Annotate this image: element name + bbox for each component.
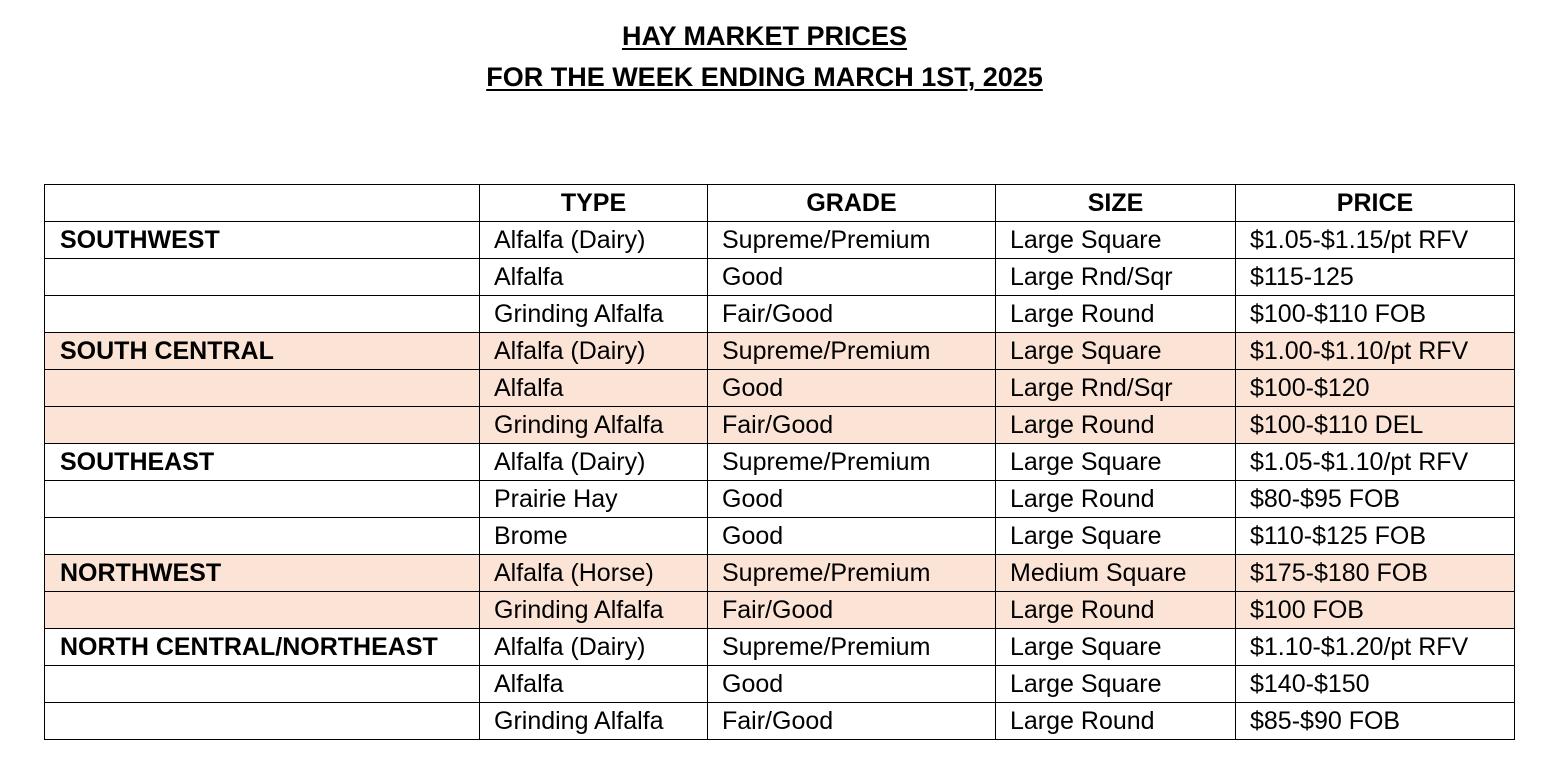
region-cell: SOUTHWEST [44, 221, 480, 259]
size-cell: Large Round [995, 702, 1236, 740]
grade-cell: Fair/Good [707, 406, 996, 444]
table-row: Grinding Alfalfa Fair/Good Large Round $100… [44, 591, 1515, 629]
region-cell: NORTH CENTRAL/NORTHEAST [44, 628, 480, 666]
document-title: HAY MARKET PRICES FOR THE WEEK ENDING MA… [0, 16, 1529, 98]
size-cell: Large Square [995, 628, 1236, 666]
size-cell: Large Square [995, 665, 1236, 703]
type-cell: Alfalfa [479, 369, 708, 407]
size-cell: Large Rnd/Sqr [995, 258, 1236, 296]
header-grade: GRADE [707, 184, 996, 222]
hay-price-table: TYPE GRADE SIZE PRICE SOUTHWEST Alfalfa (… [44, 184, 1515, 740]
header-price: PRICE [1235, 184, 1515, 222]
size-cell: Medium Square [995, 554, 1236, 592]
grade-cell: Supreme/Premium [707, 332, 996, 370]
size-cell: Large Square [995, 517, 1236, 555]
price-cell: $85-$90 FOB [1235, 702, 1515, 740]
region-cell [44, 258, 480, 296]
table-row: Grinding Alfalfa Fair/Good Large Round $100… [44, 406, 1515, 444]
price-cell: $110-$125 FOB [1235, 517, 1515, 555]
grade-cell: Good [707, 369, 996, 407]
price-cell: $80-$95 FOB [1235, 480, 1515, 518]
region-cell: NORTHWEST [44, 554, 480, 592]
grade-cell: Supreme/Premium [707, 221, 996, 259]
price-cell: $115-125 [1235, 258, 1515, 296]
size-cell: Large Round [995, 295, 1236, 333]
region-cell [44, 517, 480, 555]
title-line-2: FOR THE WEEK ENDING MARCH 1ST, 2025 [486, 62, 1043, 92]
grade-cell: Good [707, 258, 996, 296]
price-cell: $140-$150 [1235, 665, 1515, 703]
table-row: Grinding Alfalfa Fair/Good Large Round $100… [44, 295, 1515, 333]
grade-cell: Supreme/Premium [707, 554, 996, 592]
size-cell: Large Square [995, 221, 1236, 259]
table-row: Alfalfa Good Large Rnd/Sqr $115-125 [44, 258, 1515, 296]
table-row: Brome Good Large Square $110-$125 FOB [44, 517, 1515, 555]
type-cell: Alfalfa [479, 665, 708, 703]
price-cell: $1.05-$1.15/pt RFV [1235, 221, 1515, 259]
type-cell: Alfalfa (Horse) [479, 554, 708, 592]
region-cell: SOUTH CENTRAL [44, 332, 480, 370]
type-cell: Alfalfa (Dairy) [479, 221, 708, 259]
grade-cell: Fair/Good [707, 702, 996, 740]
grade-cell: Good [707, 665, 996, 703]
grade-cell: Good [707, 517, 996, 555]
region-cell [44, 369, 480, 407]
region-cell [44, 591, 480, 629]
type-cell: Grinding Alfalfa [479, 295, 708, 333]
size-cell: Large Rnd/Sqr [995, 369, 1236, 407]
size-cell: Large Round [995, 591, 1236, 629]
region-cell: SOUTHEAST [44, 443, 480, 481]
type-cell: Grinding Alfalfa [479, 702, 708, 740]
size-cell: Large Round [995, 406, 1236, 444]
type-cell: Alfalfa (Dairy) [479, 332, 708, 370]
table-row: Prairie Hay Good Large Round $80-$95 FOB [44, 480, 1515, 518]
type-cell: Prairie Hay [479, 480, 708, 518]
price-cell: $1.05-$1.10/pt RFV [1235, 443, 1515, 481]
region-cell [44, 702, 480, 740]
region-cell [44, 665, 480, 703]
table-row: Alfalfa Good Large Rnd/Sqr $100-$120 [44, 369, 1515, 407]
type-cell: Brome [479, 517, 708, 555]
type-cell: Grinding Alfalfa [479, 406, 708, 444]
type-cell: Alfalfa (Dairy) [479, 628, 708, 666]
region-cell [44, 480, 480, 518]
table-row: SOUTHWEST Alfalfa (Dairy) Supreme/Premium L… [44, 221, 1515, 259]
region-cell [44, 295, 480, 333]
grade-cell: Fair/Good [707, 295, 996, 333]
price-cell: $100-$120 [1235, 369, 1515, 407]
price-cell: $1.00-$1.10/pt RFV [1235, 332, 1515, 370]
grade-cell: Fair/Good [707, 591, 996, 629]
header-type: TYPE [479, 184, 708, 222]
price-cell: $175-$180 FOB [1235, 554, 1515, 592]
size-cell: Large Square [995, 332, 1236, 370]
price-cell: $1.10-$1.20/pt RFV [1235, 628, 1515, 666]
size-cell: Large Square [995, 443, 1236, 481]
table-row: NORTHWEST Alfalfa (Horse) Supreme/Premium M… [44, 554, 1515, 592]
title-line-1: HAY MARKET PRICES [621, 21, 908, 51]
table-row: SOUTH CENTRAL Alfalfa (Dairy) Supreme/Prem… [44, 332, 1515, 370]
header-size: SIZE [995, 184, 1236, 222]
price-cell: $100-$110 FOB [1235, 295, 1515, 333]
table-row: SOUTHEAST Alfalfa (Dairy) Supreme/Premium L… [44, 443, 1515, 481]
price-cell: $100-$110 DEL [1235, 406, 1515, 444]
price-cell: $100 FOB [1235, 591, 1515, 629]
type-cell: Alfalfa [479, 258, 708, 296]
table-header-row: TYPE GRADE SIZE PRICE [44, 184, 1515, 222]
grade-cell: Good [707, 480, 996, 518]
header-region [44, 184, 480, 222]
table-row: Alfalfa Good Large Square $140-$150 [44, 665, 1515, 703]
size-cell: Large Round [995, 480, 1236, 518]
table-body: SOUTHWEST Alfalfa (Dairy) Supreme/Premium L… [44, 221, 1515, 740]
grade-cell: Supreme/Premium [707, 443, 996, 481]
table-row: Grinding Alfalfa Fair/Good Large Round $85-… [44, 702, 1515, 740]
region-cell [44, 406, 480, 444]
table-row: NORTH CENTRAL/NORTHEAST Alfalfa (Dairy) Su… [44, 628, 1515, 666]
type-cell: Grinding Alfalfa [479, 591, 708, 629]
grade-cell: Supreme/Premium [707, 628, 996, 666]
type-cell: Alfalfa (Dairy) [479, 443, 708, 481]
